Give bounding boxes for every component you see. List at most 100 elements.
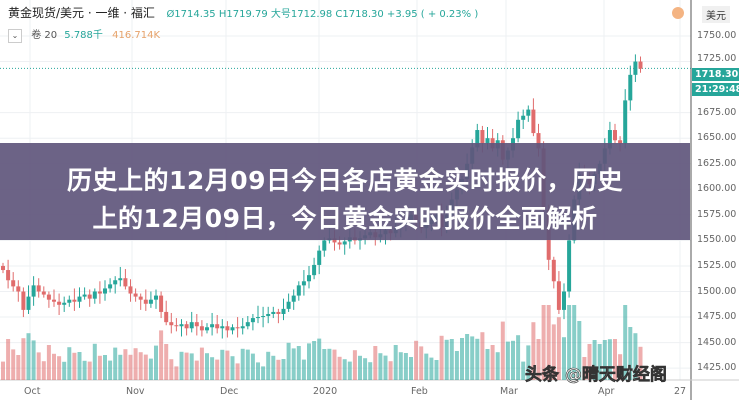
- volume-bar: [393, 345, 398, 380]
- volume-bar: [587, 344, 592, 380]
- volume-bar: [281, 359, 286, 380]
- volume-bar: [444, 339, 449, 380]
- volume-bar: [567, 305, 572, 380]
- volume-bar: [72, 352, 77, 380]
- volume-bar: [179, 351, 184, 380]
- volume-bar: [465, 334, 470, 380]
- volume-bar: [240, 348, 245, 380]
- candle-body: [230, 327, 235, 331]
- candle-body: [556, 281, 561, 310]
- candle-body: [531, 109, 536, 134]
- volume-bar: [184, 352, 189, 380]
- candle-body: [199, 326, 204, 331]
- y-tick-label: 1600.00: [697, 183, 737, 195]
- currency-label[interactable]: 美元: [702, 6, 730, 23]
- volume-bar: [128, 354, 133, 380]
- candle-body: [317, 250, 322, 265]
- volume-bar: [113, 347, 118, 380]
- candle-body: [138, 296, 143, 300]
- candle-body: [57, 301, 62, 305]
- volume-bar: [602, 340, 607, 380]
- volume-bar: [521, 361, 526, 380]
- volume-bar: [500, 321, 505, 380]
- volume-bar: [189, 353, 194, 380]
- candle-body: [307, 275, 311, 282]
- volume-bar: [87, 361, 92, 380]
- volume-bar: [250, 353, 255, 380]
- candle-body: [215, 324, 220, 329]
- alert-dot-icon[interactable]: [672, 7, 684, 19]
- candle-body: [154, 295, 158, 300]
- volume-bar: [424, 353, 429, 380]
- y-tick-label: 1450.00: [697, 336, 737, 348]
- candle-body: [103, 288, 107, 294]
- volume-bar: [205, 353, 209, 380]
- volume-bar: [485, 349, 490, 380]
- candle-body: [113, 280, 118, 285]
- current-time-label: 21:29:48: [692, 83, 739, 96]
- volume-bar: [618, 354, 623, 380]
- volume-bar: [434, 360, 439, 380]
- volume-bar: [230, 356, 235, 380]
- volume-bar: [454, 351, 459, 380]
- volume-bar: [337, 356, 342, 380]
- volume-bar: [383, 355, 388, 380]
- chart-header: 黄金现货/美元 · 一维 · 福汇 Ø1714.35 H1719.79 大号17…: [8, 4, 478, 21]
- candle-body: [633, 61, 638, 75]
- volume-bar: [556, 317, 561, 380]
- volume-bar: [256, 362, 260, 380]
- candle-body: [618, 140, 623, 144]
- candle-body: [184, 324, 189, 329]
- volume-bar: [123, 349, 128, 380]
- candle-body: [312, 264, 317, 276]
- candle-body: [159, 295, 164, 312]
- watermark: 头条 @晴天财经阁: [525, 365, 668, 386]
- volume-bar: [342, 359, 347, 380]
- y-tick-label: 1550.00: [697, 234, 737, 246]
- candle-body: [133, 293, 138, 297]
- volume-bar: [103, 355, 107, 380]
- volume-bar: [1, 361, 5, 380]
- volume-header: ⌄ 卷 20 5.788千 416.714K: [8, 26, 160, 43]
- candle-body: [261, 316, 266, 318]
- volume-bar: [322, 349, 327, 380]
- symbol-title[interactable]: 黄金现货/美元 · 一维 · 福汇: [8, 6, 155, 20]
- candle-body: [26, 296, 31, 310]
- volume-value-1: 5.788千: [64, 30, 103, 41]
- y-tick-label: 1675.00: [697, 106, 737, 118]
- candle-body: [11, 280, 16, 287]
- candle-body: [256, 317, 260, 319]
- volume-bar: [225, 350, 230, 380]
- title-overlay: 历史上的12月09日今日各店黄金实时报价，历史 上的12月09日，今日黄金实时报…: [0, 143, 690, 240]
- volume-bar: [235, 363, 240, 380]
- candle-body: [475, 130, 480, 148]
- candle-body: [62, 302, 67, 305]
- candle-body: [128, 286, 133, 294]
- volume-bar: [429, 357, 434, 380]
- volume-bar: [133, 348, 138, 380]
- chevron-down-icon[interactable]: ⌄: [8, 29, 22, 43]
- candle-body: [235, 327, 240, 329]
- overlay-title-line-2: 上的12月09日，今日黄金实时报价全面解析: [92, 204, 598, 233]
- volume-bar: [77, 352, 82, 380]
- volume-bar: [312, 341, 317, 380]
- volume-bar: [21, 338, 26, 380]
- volume-bar: [541, 305, 546, 380]
- candle-body: [97, 291, 102, 294]
- y-tick-label: 1475.00: [697, 311, 737, 323]
- x-tick-label: Feb: [411, 386, 428, 397]
- volume-bar: [582, 357, 587, 380]
- volume-bar: [577, 321, 582, 380]
- candle-body: [271, 311, 276, 314]
- candle-body: [189, 322, 194, 329]
- volume-bar: [638, 346, 643, 380]
- volume-bar: [210, 357, 215, 380]
- candle-body: [36, 285, 41, 292]
- candle-body: [123, 278, 128, 287]
- volume-bar: [199, 347, 204, 380]
- volume-bar: [511, 340, 515, 380]
- volume-bar: [623, 305, 628, 380]
- candle-body: [16, 286, 21, 292]
- volume-bar: [11, 349, 16, 380]
- candle-body: [296, 285, 301, 296]
